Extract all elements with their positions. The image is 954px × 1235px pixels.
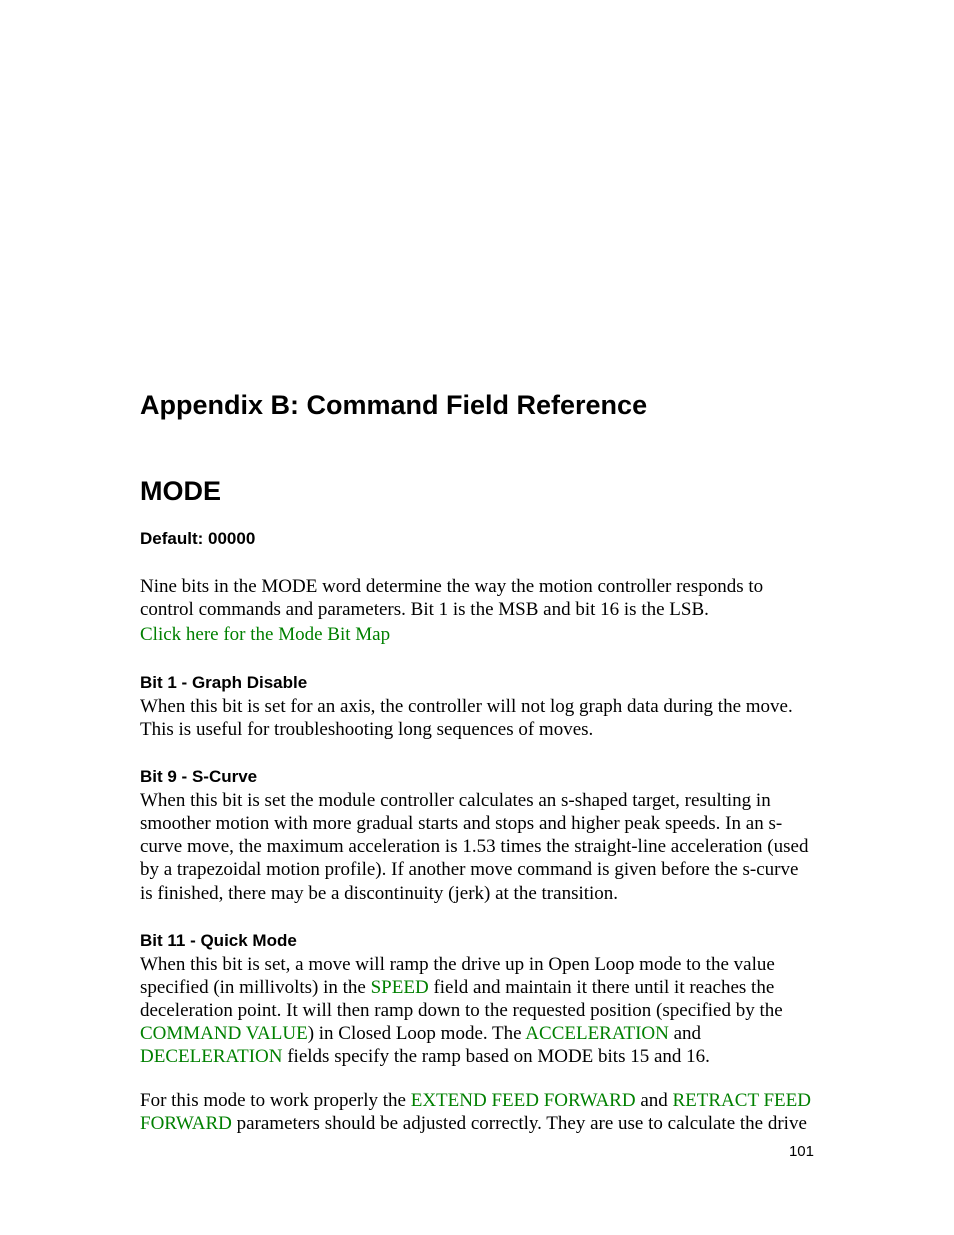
bit11-paragraph-2: For this mode to work properly the EXTEN… bbox=[140, 1089, 814, 1135]
bit11-p1-e: fields specify the ramp based on MODE bi… bbox=[282, 1046, 709, 1067]
default-label: Default: 00000 bbox=[140, 529, 814, 549]
speed-link[interactable]: SPEED bbox=[371, 977, 429, 998]
paragraph-spacer bbox=[140, 1069, 814, 1089]
bit1-heading: Bit 1 - Graph Disable bbox=[140, 673, 814, 693]
acceleration-link[interactable]: ACCELERATION bbox=[525, 1023, 669, 1044]
intro-text: Nine bits in the MODE word determine the… bbox=[140, 576, 763, 620]
bit1-body: When this bit is set for an axis, the co… bbox=[140, 695, 814, 741]
mode-bit-map-link[interactable]: Click here for the Mode Bit Map bbox=[140, 623, 814, 646]
intro-paragraph: Nine bits in the MODE word determine the… bbox=[140, 575, 814, 647]
page-number: 101 bbox=[789, 1143, 814, 1160]
bit11-paragraph-1: When this bit is set, a move will ramp t… bbox=[140, 953, 814, 1069]
extend-feed-forward-link[interactable]: EXTEND FEED FORWARD bbox=[411, 1090, 636, 1111]
bit9-body: When this bit is set the module controll… bbox=[140, 789, 814, 905]
bit11-heading: Bit 11 - Quick Mode bbox=[140, 931, 814, 951]
bit11-p2-c: parameters should be adjusted correctly.… bbox=[232, 1113, 807, 1134]
bit9-heading: Bit 9 - S-Curve bbox=[140, 767, 814, 787]
bit11-p1-d: and bbox=[669, 1023, 701, 1044]
bit11-p2-a: For this mode to work properly the bbox=[140, 1090, 411, 1111]
deceleration-link[interactable]: DECELERATION bbox=[140, 1046, 282, 1067]
appendix-title: Appendix B: Command Field Reference bbox=[140, 390, 814, 421]
command-value-link[interactable]: COMMAND VALUE bbox=[140, 1023, 308, 1044]
section-heading-mode: MODE bbox=[140, 476, 814, 507]
bit11-p2-b: and bbox=[636, 1090, 673, 1111]
bit11-p1-c: ) in Closed Loop mode. The bbox=[308, 1023, 526, 1044]
